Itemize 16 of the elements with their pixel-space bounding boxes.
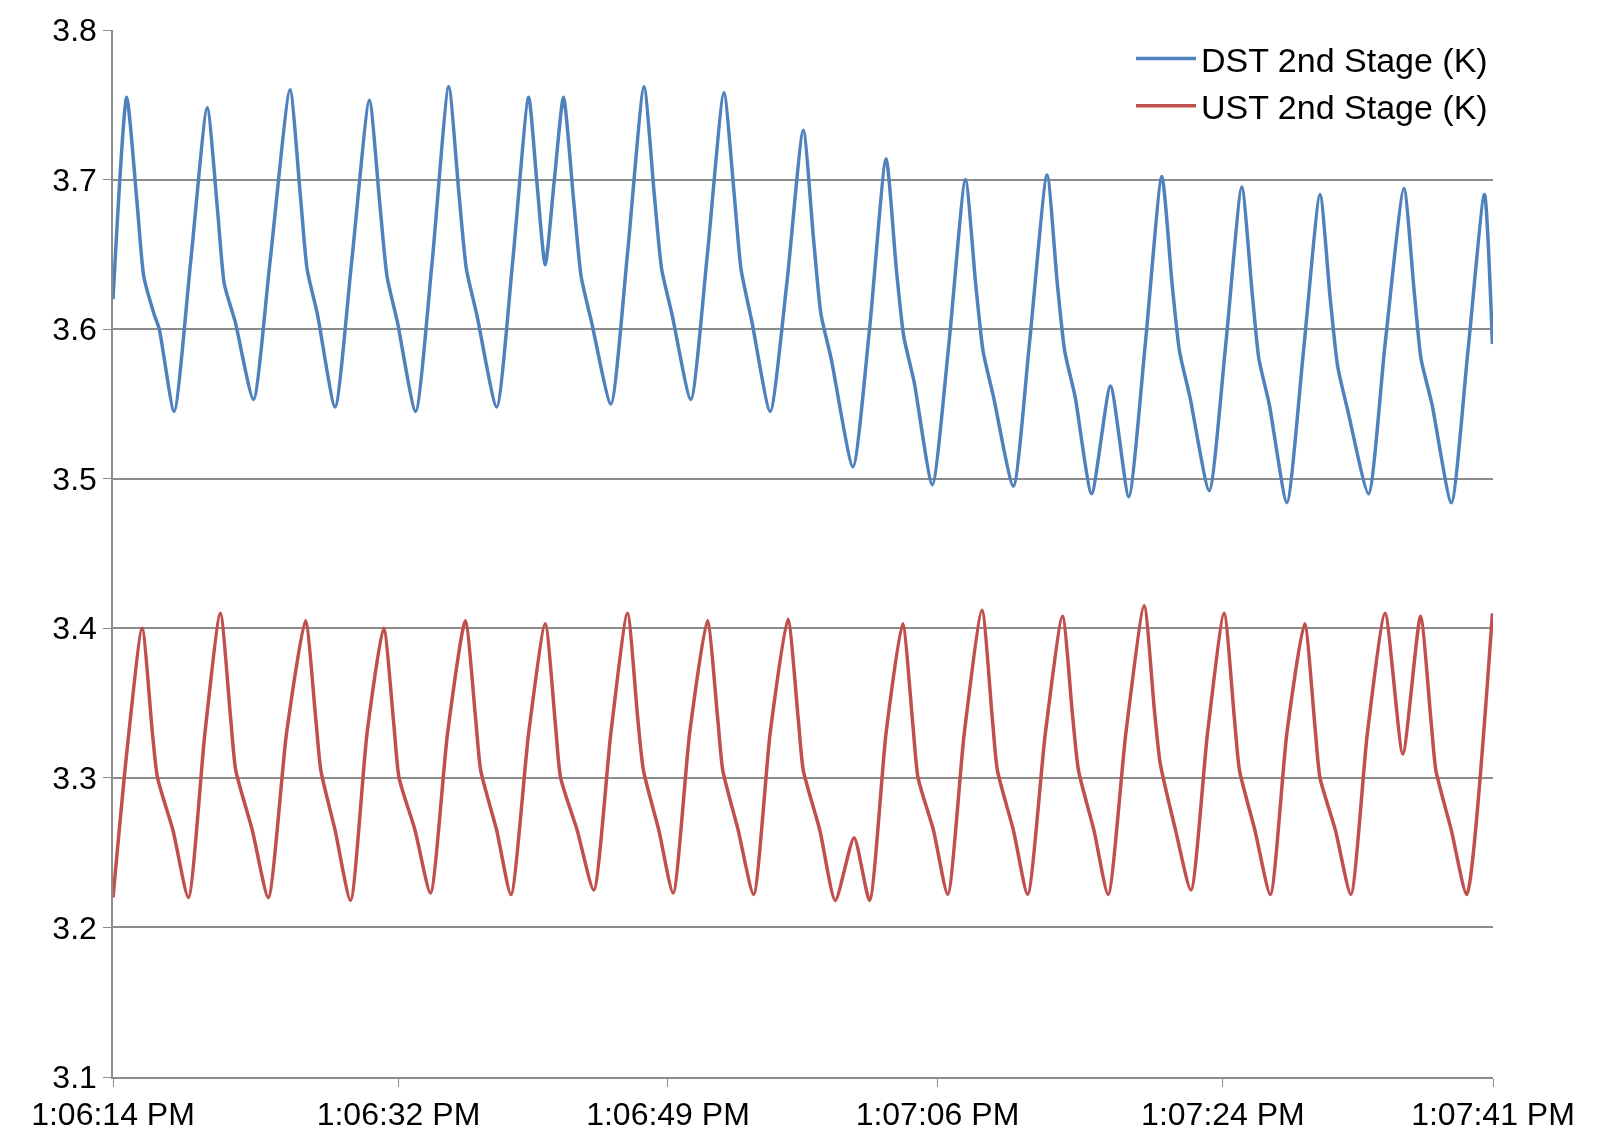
x-tick-label: 1:07:24 PM <box>1141 1096 1305 1133</box>
y-tick-label: 3.2 <box>52 909 97 946</box>
y-tick-label: 3.1 <box>52 1059 97 1096</box>
y-tick-label: 3.3 <box>52 760 97 797</box>
legend-label: UST 2nd Stage (K) <box>1201 88 1488 127</box>
legend-label: DST 2nd Stage (K) <box>1201 40 1488 79</box>
y-tick-label: 3.6 <box>52 311 97 348</box>
y-tick-label: 3.4 <box>52 610 97 647</box>
y-tick-label: 3.5 <box>52 460 97 497</box>
x-tick-label: 1:06:49 PM <box>586 1096 750 1133</box>
x-tick-label: 1:06:14 PM <box>31 1096 195 1133</box>
x-tick-label: 1:06:32 PM <box>316 1096 481 1133</box>
x-tick-label: 1:07:06 PM <box>855 1096 1020 1133</box>
y-tick-label: 3.8 <box>52 12 97 49</box>
x-tick-label: 1:07:41 PM <box>1411 1096 1575 1133</box>
y-tick-label: 3.7 <box>52 161 97 198</box>
